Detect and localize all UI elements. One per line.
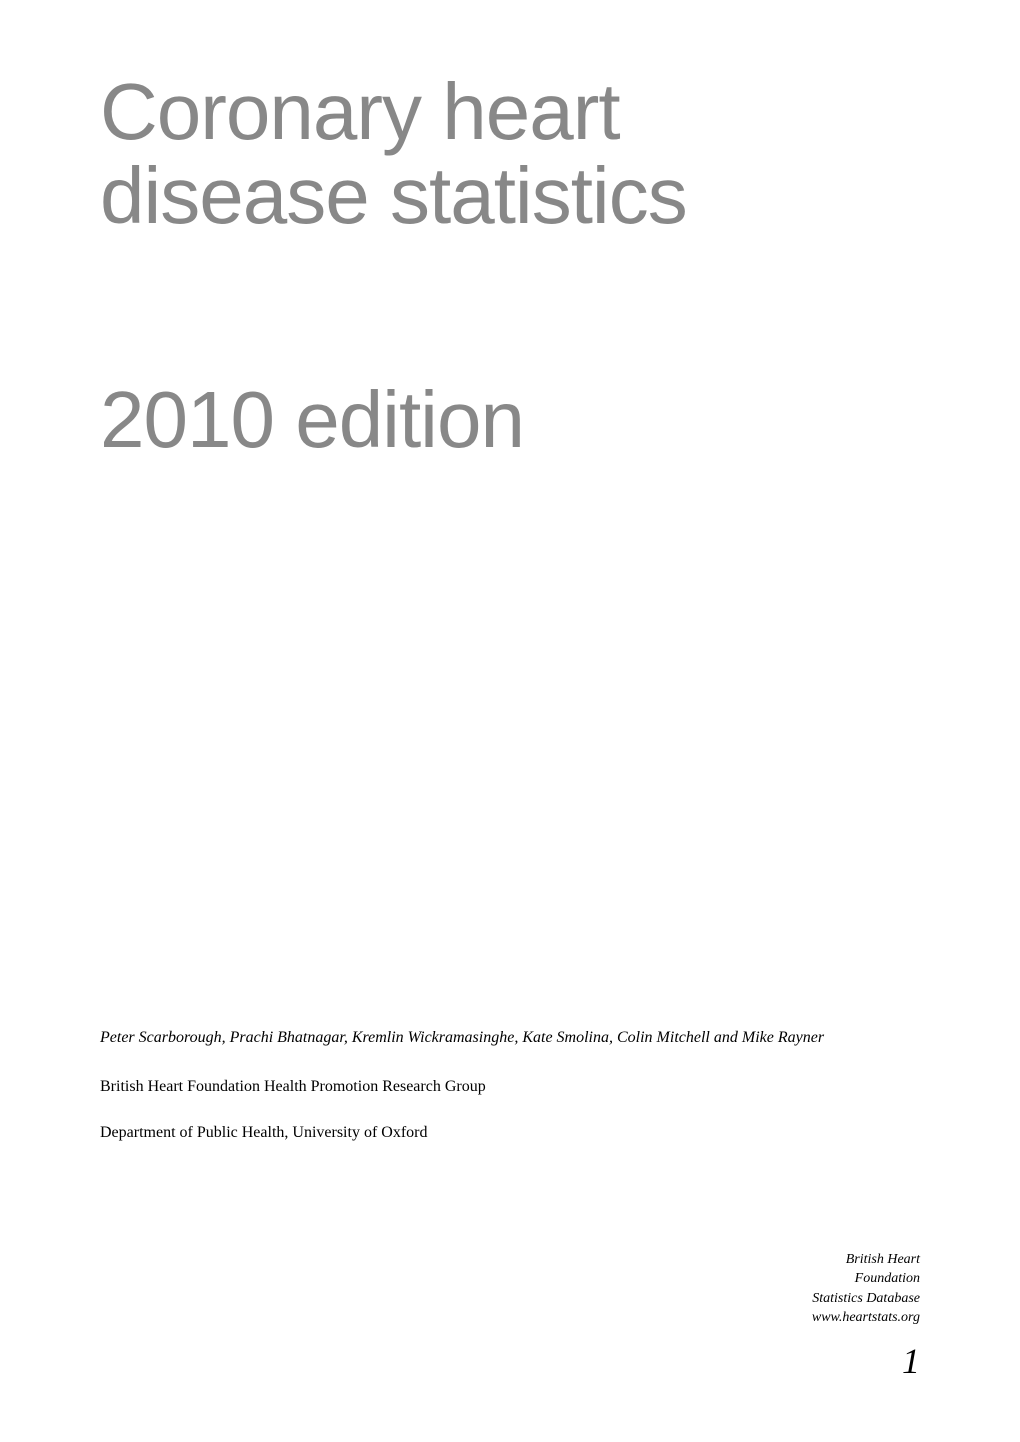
main-title-line1: Coronary heart (100, 70, 920, 154)
footer-line1: British Heart (812, 1250, 920, 1270)
footer-line4: www.heartstats.org (812, 1308, 920, 1328)
title-block: Coronary heart disease statistics (100, 70, 920, 238)
authors-list: Peter Scarborough, Prachi Bhatnagar, Kre… (100, 1026, 920, 1050)
research-group: British Heart Foundation Health Promotio… (100, 1078, 920, 1096)
footer-block: British Heart Foundation Statistics Data… (812, 1250, 920, 1382)
main-title-line2: disease statistics (100, 154, 920, 238)
edition-heading: 2010 edition (100, 378, 920, 462)
footer-line3: Statistics Database (812, 1289, 920, 1309)
page-number: 1 (812, 1340, 920, 1382)
department: Department of Public Health, University … (100, 1124, 920, 1142)
footer-line2: Foundation (812, 1269, 920, 1289)
authors-block: Peter Scarborough, Prachi Bhatnagar, Kre… (100, 1026, 920, 1142)
